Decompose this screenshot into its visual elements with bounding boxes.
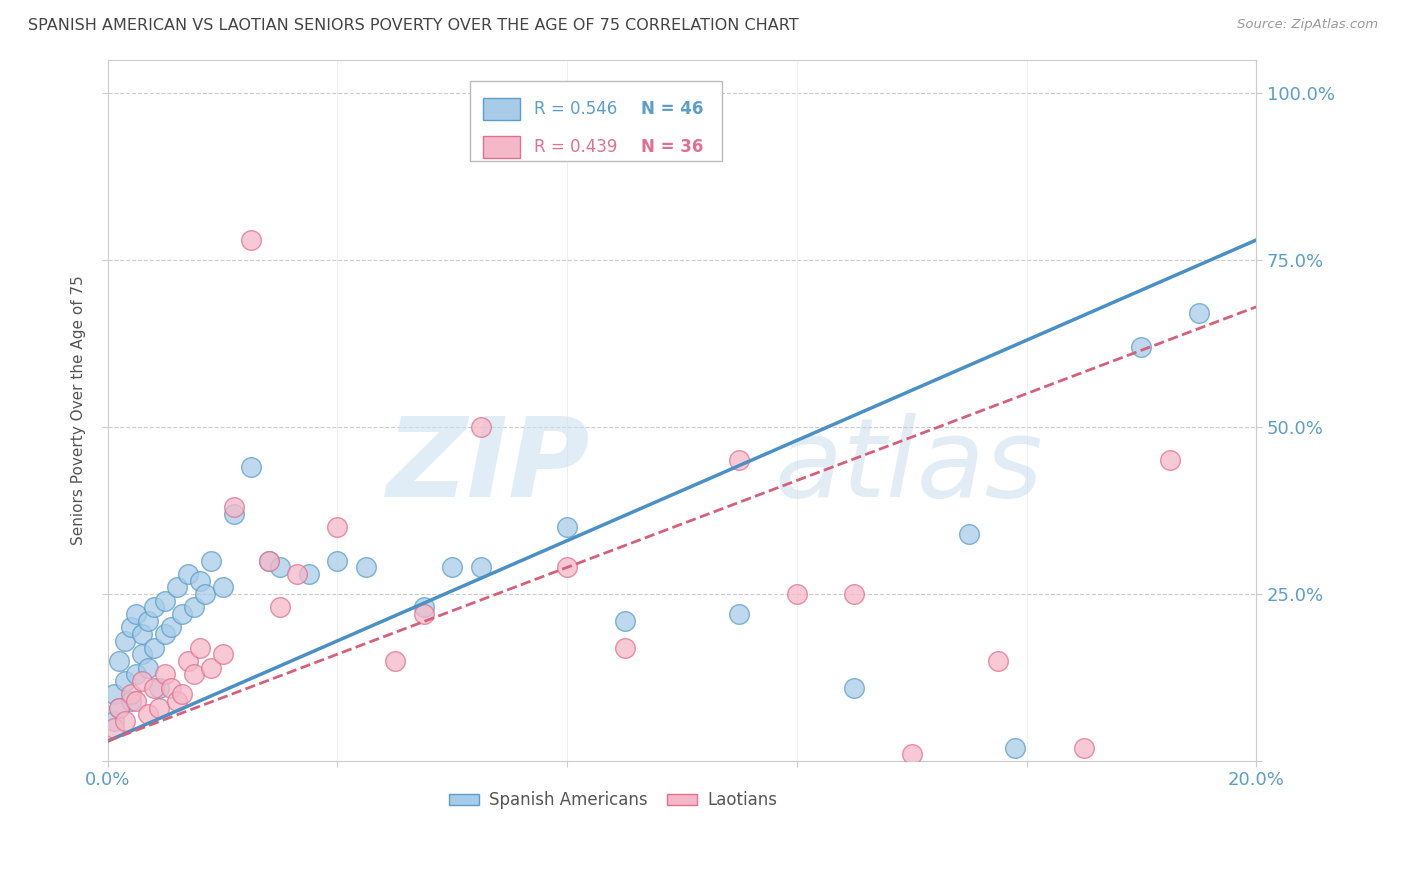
Point xyxy=(844,681,866,695)
Point xyxy=(298,567,321,582)
Point xyxy=(136,614,159,628)
Point xyxy=(224,507,246,521)
Point xyxy=(1159,453,1181,467)
Point xyxy=(114,673,136,688)
Point xyxy=(257,554,280,568)
Point xyxy=(412,600,434,615)
Point xyxy=(183,600,205,615)
Point xyxy=(183,667,205,681)
Text: ZIP: ZIP xyxy=(387,413,591,520)
Point xyxy=(166,580,188,594)
Point xyxy=(257,554,280,568)
Point xyxy=(211,647,233,661)
Text: atlas: atlas xyxy=(773,413,1043,520)
Text: N = 46: N = 46 xyxy=(641,100,703,118)
Point xyxy=(957,527,980,541)
Point xyxy=(160,681,183,695)
Point xyxy=(384,654,406,668)
FancyBboxPatch shape xyxy=(470,80,723,161)
Point xyxy=(136,707,159,722)
Point xyxy=(412,607,434,621)
Point xyxy=(844,587,866,601)
Point xyxy=(125,667,148,681)
Point xyxy=(728,607,751,621)
Point xyxy=(177,654,200,668)
Point xyxy=(188,640,211,655)
Point xyxy=(269,600,291,615)
FancyBboxPatch shape xyxy=(484,97,520,120)
Point xyxy=(103,687,125,701)
Point xyxy=(142,640,165,655)
Point xyxy=(120,694,142,708)
Point xyxy=(166,694,188,708)
Point xyxy=(470,420,492,434)
Text: Source: ZipAtlas.com: Source: ZipAtlas.com xyxy=(1237,18,1378,31)
Point xyxy=(153,667,176,681)
Text: SPANISH AMERICAN VS LAOTIAN SENIORS POVERTY OVER THE AGE OF 75 CORRELATION CHART: SPANISH AMERICAN VS LAOTIAN SENIORS POVE… xyxy=(28,18,799,33)
Text: N = 36: N = 36 xyxy=(641,137,703,156)
Point xyxy=(1073,740,1095,755)
Text: R = 0.546: R = 0.546 xyxy=(534,100,617,118)
Point xyxy=(142,600,165,615)
Point xyxy=(172,607,194,621)
Point xyxy=(103,714,125,728)
Point xyxy=(441,560,464,574)
Point xyxy=(108,700,131,714)
Point xyxy=(354,560,377,574)
Point xyxy=(114,633,136,648)
Point xyxy=(131,647,153,661)
Point xyxy=(786,587,808,601)
Point xyxy=(555,560,578,574)
Point xyxy=(211,580,233,594)
Point xyxy=(285,567,308,582)
Point xyxy=(1004,740,1026,755)
Point xyxy=(108,654,131,668)
Point xyxy=(987,654,1010,668)
Text: R = 0.439: R = 0.439 xyxy=(534,137,617,156)
Point xyxy=(1130,340,1153,354)
Point xyxy=(269,560,291,574)
FancyBboxPatch shape xyxy=(484,136,520,158)
Y-axis label: Seniors Poverty Over the Age of 75: Seniors Poverty Over the Age of 75 xyxy=(72,276,86,545)
Point xyxy=(326,554,349,568)
Point xyxy=(131,673,153,688)
Point xyxy=(142,681,165,695)
Point xyxy=(148,681,170,695)
Point xyxy=(131,627,153,641)
Point xyxy=(188,574,211,588)
Point xyxy=(177,567,200,582)
Point xyxy=(153,593,176,607)
Point xyxy=(613,640,636,655)
Point xyxy=(194,587,217,601)
Point xyxy=(160,620,183,634)
Point xyxy=(172,687,194,701)
Point xyxy=(613,614,636,628)
Point xyxy=(555,520,578,534)
Point xyxy=(148,700,170,714)
Point xyxy=(153,627,176,641)
Point xyxy=(326,520,349,534)
Point xyxy=(224,500,246,515)
Point xyxy=(1188,306,1211,320)
Point xyxy=(125,607,148,621)
Point xyxy=(728,453,751,467)
Legend: Spanish Americans, Laotians: Spanish Americans, Laotians xyxy=(441,785,785,816)
Point xyxy=(136,660,159,674)
Point xyxy=(240,233,263,247)
Point xyxy=(200,660,222,674)
Point xyxy=(240,460,263,475)
Point xyxy=(120,620,142,634)
Point xyxy=(200,554,222,568)
Point xyxy=(470,560,492,574)
Point xyxy=(125,694,148,708)
Point xyxy=(108,700,131,714)
Point xyxy=(120,687,142,701)
Point xyxy=(103,721,125,735)
Point xyxy=(114,714,136,728)
Point xyxy=(900,747,922,762)
